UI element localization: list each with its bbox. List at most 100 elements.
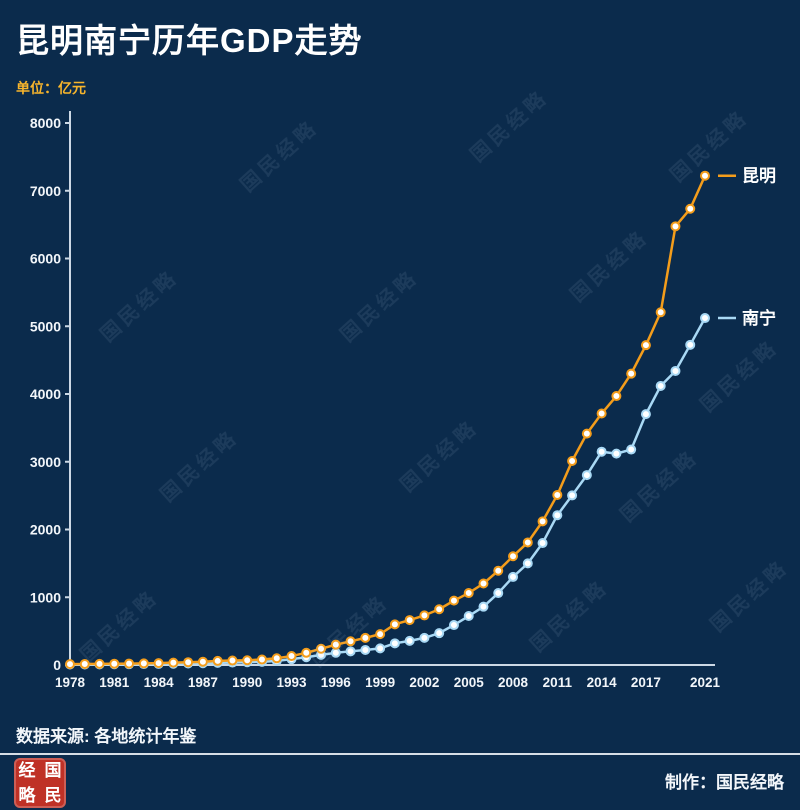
- data-point-marker: [581, 428, 592, 439]
- data-source-label: 数据来源: 各地统计年鉴: [16, 727, 197, 746]
- x-tick-label: 1993: [276, 675, 307, 690]
- data-point-marker: [419, 610, 430, 621]
- data-point-marker: [537, 538, 548, 549]
- data-point-marker: [375, 629, 386, 640]
- y-tick-label: 1000: [30, 589, 61, 605]
- data-point-marker: [522, 537, 533, 548]
- x-tick-label: 1978: [55, 675, 86, 690]
- data-point-marker: [94, 658, 105, 669]
- data-point-marker: [124, 658, 135, 669]
- data-point-marker: [345, 636, 356, 647]
- seal-char: 经: [18, 761, 36, 780]
- data-point-marker: [168, 657, 179, 668]
- footer-divider: [0, 753, 800, 755]
- unit-label: 单位：亿元: [16, 80, 86, 96]
- x-tick-label: 2002: [409, 675, 439, 690]
- x-tick-label: 2014: [587, 675, 618, 690]
- data-point-marker: [434, 604, 445, 615]
- data-point-marker: [389, 619, 400, 630]
- data-point-marker: [552, 489, 563, 500]
- credit-label: 制作：国民经略: [665, 773, 784, 792]
- data-point-marker: [611, 448, 622, 459]
- gdp-line-chart: 0 1000 2000 3000 4000 5000 6000 7000 8000 1978 198…: [0, 95, 800, 710]
- data-point-marker: [242, 655, 253, 666]
- data-point-marker: [700, 313, 710, 324]
- x-tick-label: 1996: [321, 675, 352, 690]
- data-point-marker: [389, 638, 400, 649]
- y-tick-label: 2000: [30, 522, 61, 538]
- data-point-marker: [197, 656, 208, 667]
- data-point-marker: [493, 565, 504, 576]
- data-point-marker: [685, 339, 696, 350]
- data-point-marker: [153, 658, 164, 669]
- x-tick-label: 2005: [454, 675, 485, 690]
- y-tick-label: 5000: [30, 318, 61, 334]
- legend-label: 南宁: [742, 308, 776, 328]
- data-point-marker: [404, 635, 415, 646]
- brand-seal: 经 国 略 民: [14, 758, 66, 808]
- chart-canvas: 0 1000 2000 3000 4000 5000 6000 7000 8000 1978 198…: [30, 111, 776, 690]
- y-tick-label: 0: [53, 657, 61, 673]
- data-point-marker: [65, 659, 75, 670]
- data-point-marker: [419, 632, 430, 643]
- data-point-marker: [670, 365, 681, 376]
- data-point-marker: [537, 516, 548, 527]
- data-point-marker: [212, 655, 223, 666]
- x-tick-label: 1981: [99, 675, 130, 690]
- data-point-marker: [522, 558, 533, 569]
- data-point-marker: [271, 653, 282, 664]
- data-point-marker: [626, 368, 637, 379]
- data-point-marker: [448, 620, 459, 631]
- data-point-marker: [79, 658, 90, 669]
- data-point-marker: [330, 639, 341, 650]
- data-point-marker: [596, 446, 607, 457]
- x-tick-label: 2008: [498, 675, 529, 690]
- data-point-marker: [360, 632, 371, 643]
- data-point-marker: [448, 595, 459, 606]
- data-point-marker: [286, 651, 297, 662]
- data-point-marker: [109, 658, 120, 669]
- data-point-marker: [685, 203, 696, 214]
- data-point-marker: [581, 470, 592, 481]
- data-point-marker: [567, 456, 578, 467]
- data-point-marker: [552, 510, 563, 521]
- data-point-marker: [611, 391, 622, 402]
- seal-char: 民: [44, 786, 62, 805]
- data-point-marker: [700, 170, 710, 181]
- seal-char: 国: [44, 761, 62, 780]
- x-tick-label: 2017: [631, 675, 661, 690]
- data-point-marker: [138, 658, 149, 669]
- header: 昆明南宁历年GDP走势 单位：亿元: [16, 14, 363, 98]
- data-point-marker: [256, 654, 267, 665]
- data-point-marker: [655, 380, 666, 391]
- data-point-marker: [316, 643, 327, 654]
- data-point-marker: [404, 615, 415, 626]
- data-point-marker: [640, 340, 651, 351]
- x-tick-label: 1987: [188, 675, 218, 690]
- data-point-marker: [345, 646, 356, 657]
- data-point-marker: [655, 307, 666, 318]
- data-point-marker: [183, 657, 194, 668]
- data-point-marker: [493, 588, 504, 599]
- x-tick-label: 1999: [365, 675, 395, 690]
- data-point-marker: [463, 611, 474, 622]
- data-point-marker: [434, 628, 445, 639]
- data-point-marker: [596, 408, 607, 419]
- x-tick-label: 1990: [232, 675, 262, 690]
- data-point-marker: [478, 578, 489, 589]
- data-point-marker: [567, 490, 578, 501]
- data-point-marker: [508, 551, 519, 562]
- series-line-昆明: [69, 175, 707, 666]
- data-point-marker: [330, 647, 341, 658]
- x-tick-label: 1984: [144, 675, 175, 690]
- data-point-marker: [375, 643, 386, 654]
- y-tick-label: 8000: [30, 115, 61, 131]
- y-tick-label: 6000: [30, 251, 61, 267]
- y-tick-label: 4000: [30, 386, 61, 402]
- data-point-marker: [301, 647, 312, 658]
- y-tick-label: 7000: [30, 183, 61, 199]
- x-tick-label: 2021: [690, 675, 721, 690]
- data-point-marker: [478, 601, 489, 612]
- page-title: 昆明南宁历年GDP走势: [16, 22, 363, 59]
